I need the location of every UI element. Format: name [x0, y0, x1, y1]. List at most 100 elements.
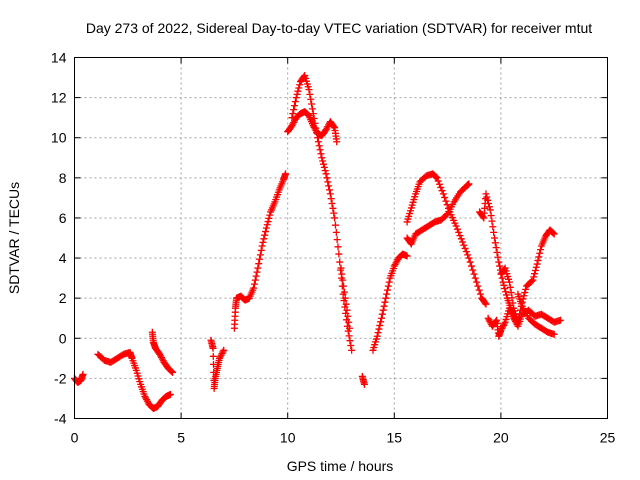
- data-point: [262, 228, 270, 236]
- data-point: [332, 228, 340, 236]
- data-point: [314, 138, 322, 146]
- data-point: [318, 154, 326, 162]
- data-point: [320, 160, 328, 168]
- data-point: [484, 196, 492, 204]
- y-tick-label: 0: [59, 330, 67, 346]
- data-point: [209, 352, 217, 360]
- data-point: [319, 157, 327, 165]
- data-point: [265, 214, 273, 222]
- data-point: [441, 193, 449, 201]
- data-series: [71, 72, 565, 412]
- data-point: [464, 251, 472, 259]
- data-point: [379, 306, 387, 314]
- data-point: [347, 341, 355, 349]
- data-point: [491, 234, 499, 242]
- data-point: [533, 260, 541, 268]
- data-point: [308, 100, 316, 108]
- series-arc-6: [284, 108, 341, 146]
- data-point: [376, 321, 384, 329]
- data-point: [382, 294, 390, 302]
- data-point: [470, 270, 478, 278]
- data-point: [474, 282, 482, 290]
- data-point: [335, 250, 343, 258]
- axis-ticks: [74, 57, 608, 419]
- data-point: [514, 318, 522, 326]
- y-tick-label: -2: [54, 370, 67, 386]
- data-point: [329, 204, 337, 212]
- data-point: [453, 225, 461, 233]
- data-point: [293, 90, 301, 98]
- x-tick-label: 5: [177, 430, 185, 446]
- data-point: [251, 276, 259, 284]
- data-point: [381, 298, 389, 306]
- data-point: [344, 312, 352, 320]
- data-point: [517, 306, 525, 314]
- data-point: [250, 284, 258, 292]
- data-point: [166, 390, 174, 398]
- data-point: [488, 217, 496, 225]
- data-point: [290, 106, 298, 114]
- x-tick-label: 25: [600, 430, 616, 446]
- series-arc-4: [207, 336, 228, 392]
- data-point: [492, 244, 500, 252]
- data-point: [485, 203, 493, 211]
- data-point: [442, 211, 450, 219]
- data-point: [535, 253, 543, 261]
- data-point: [309, 110, 317, 118]
- data-point: [462, 248, 470, 256]
- series-arc-15: [497, 226, 558, 326]
- data-point: [307, 95, 315, 103]
- x-tick-label: 10: [280, 430, 296, 446]
- data-point: [481, 299, 489, 307]
- data-point: [516, 310, 524, 318]
- data-point: [475, 286, 483, 294]
- data-point: [377, 318, 385, 326]
- data-point: [331, 214, 339, 222]
- data-point: [491, 239, 499, 247]
- data-point: [508, 294, 516, 302]
- data-point: [314, 134, 322, 142]
- data-point: [490, 228, 498, 236]
- data-point: [340, 282, 348, 290]
- data-point: [466, 258, 474, 266]
- data-point: [316, 146, 324, 154]
- data-point: [506, 283, 514, 291]
- data-point: [520, 292, 528, 300]
- data-point: [79, 370, 87, 378]
- data-point: [476, 290, 484, 298]
- data-point: [326, 190, 334, 198]
- data-point: [255, 260, 263, 268]
- data-point: [482, 300, 490, 308]
- data-point: [327, 195, 335, 203]
- data-point: [334, 243, 342, 251]
- data-point: [294, 87, 302, 95]
- x-tick-label: 20: [493, 430, 509, 446]
- data-point: [494, 253, 502, 261]
- y-axis-label: SDTVAR / TECUs: [6, 182, 22, 294]
- data-point: [515, 314, 523, 322]
- data-point: [348, 346, 356, 354]
- data-point: [531, 270, 539, 278]
- data-point: [479, 213, 487, 221]
- data-point: [169, 368, 177, 376]
- data-point: [507, 289, 515, 297]
- data-point: [295, 84, 303, 92]
- data-point: [340, 288, 348, 296]
- data-point: [499, 278, 507, 286]
- data-point: [341, 294, 349, 302]
- data-point: [256, 255, 264, 263]
- data-point: [529, 276, 537, 284]
- y-tick-label: 14: [51, 50, 67, 66]
- data-point: [489, 223, 497, 231]
- data-point: [433, 174, 441, 182]
- data-point: [339, 276, 347, 284]
- data-point: [342, 300, 350, 308]
- data-point: [296, 81, 304, 89]
- data-point: [465, 180, 473, 188]
- series-arc-10: [369, 250, 411, 354]
- data-point: [434, 177, 442, 185]
- data-point: [331, 221, 339, 229]
- data-point: [336, 258, 344, 266]
- data-point: [333, 236, 341, 244]
- y-tick-label: -4: [54, 411, 67, 427]
